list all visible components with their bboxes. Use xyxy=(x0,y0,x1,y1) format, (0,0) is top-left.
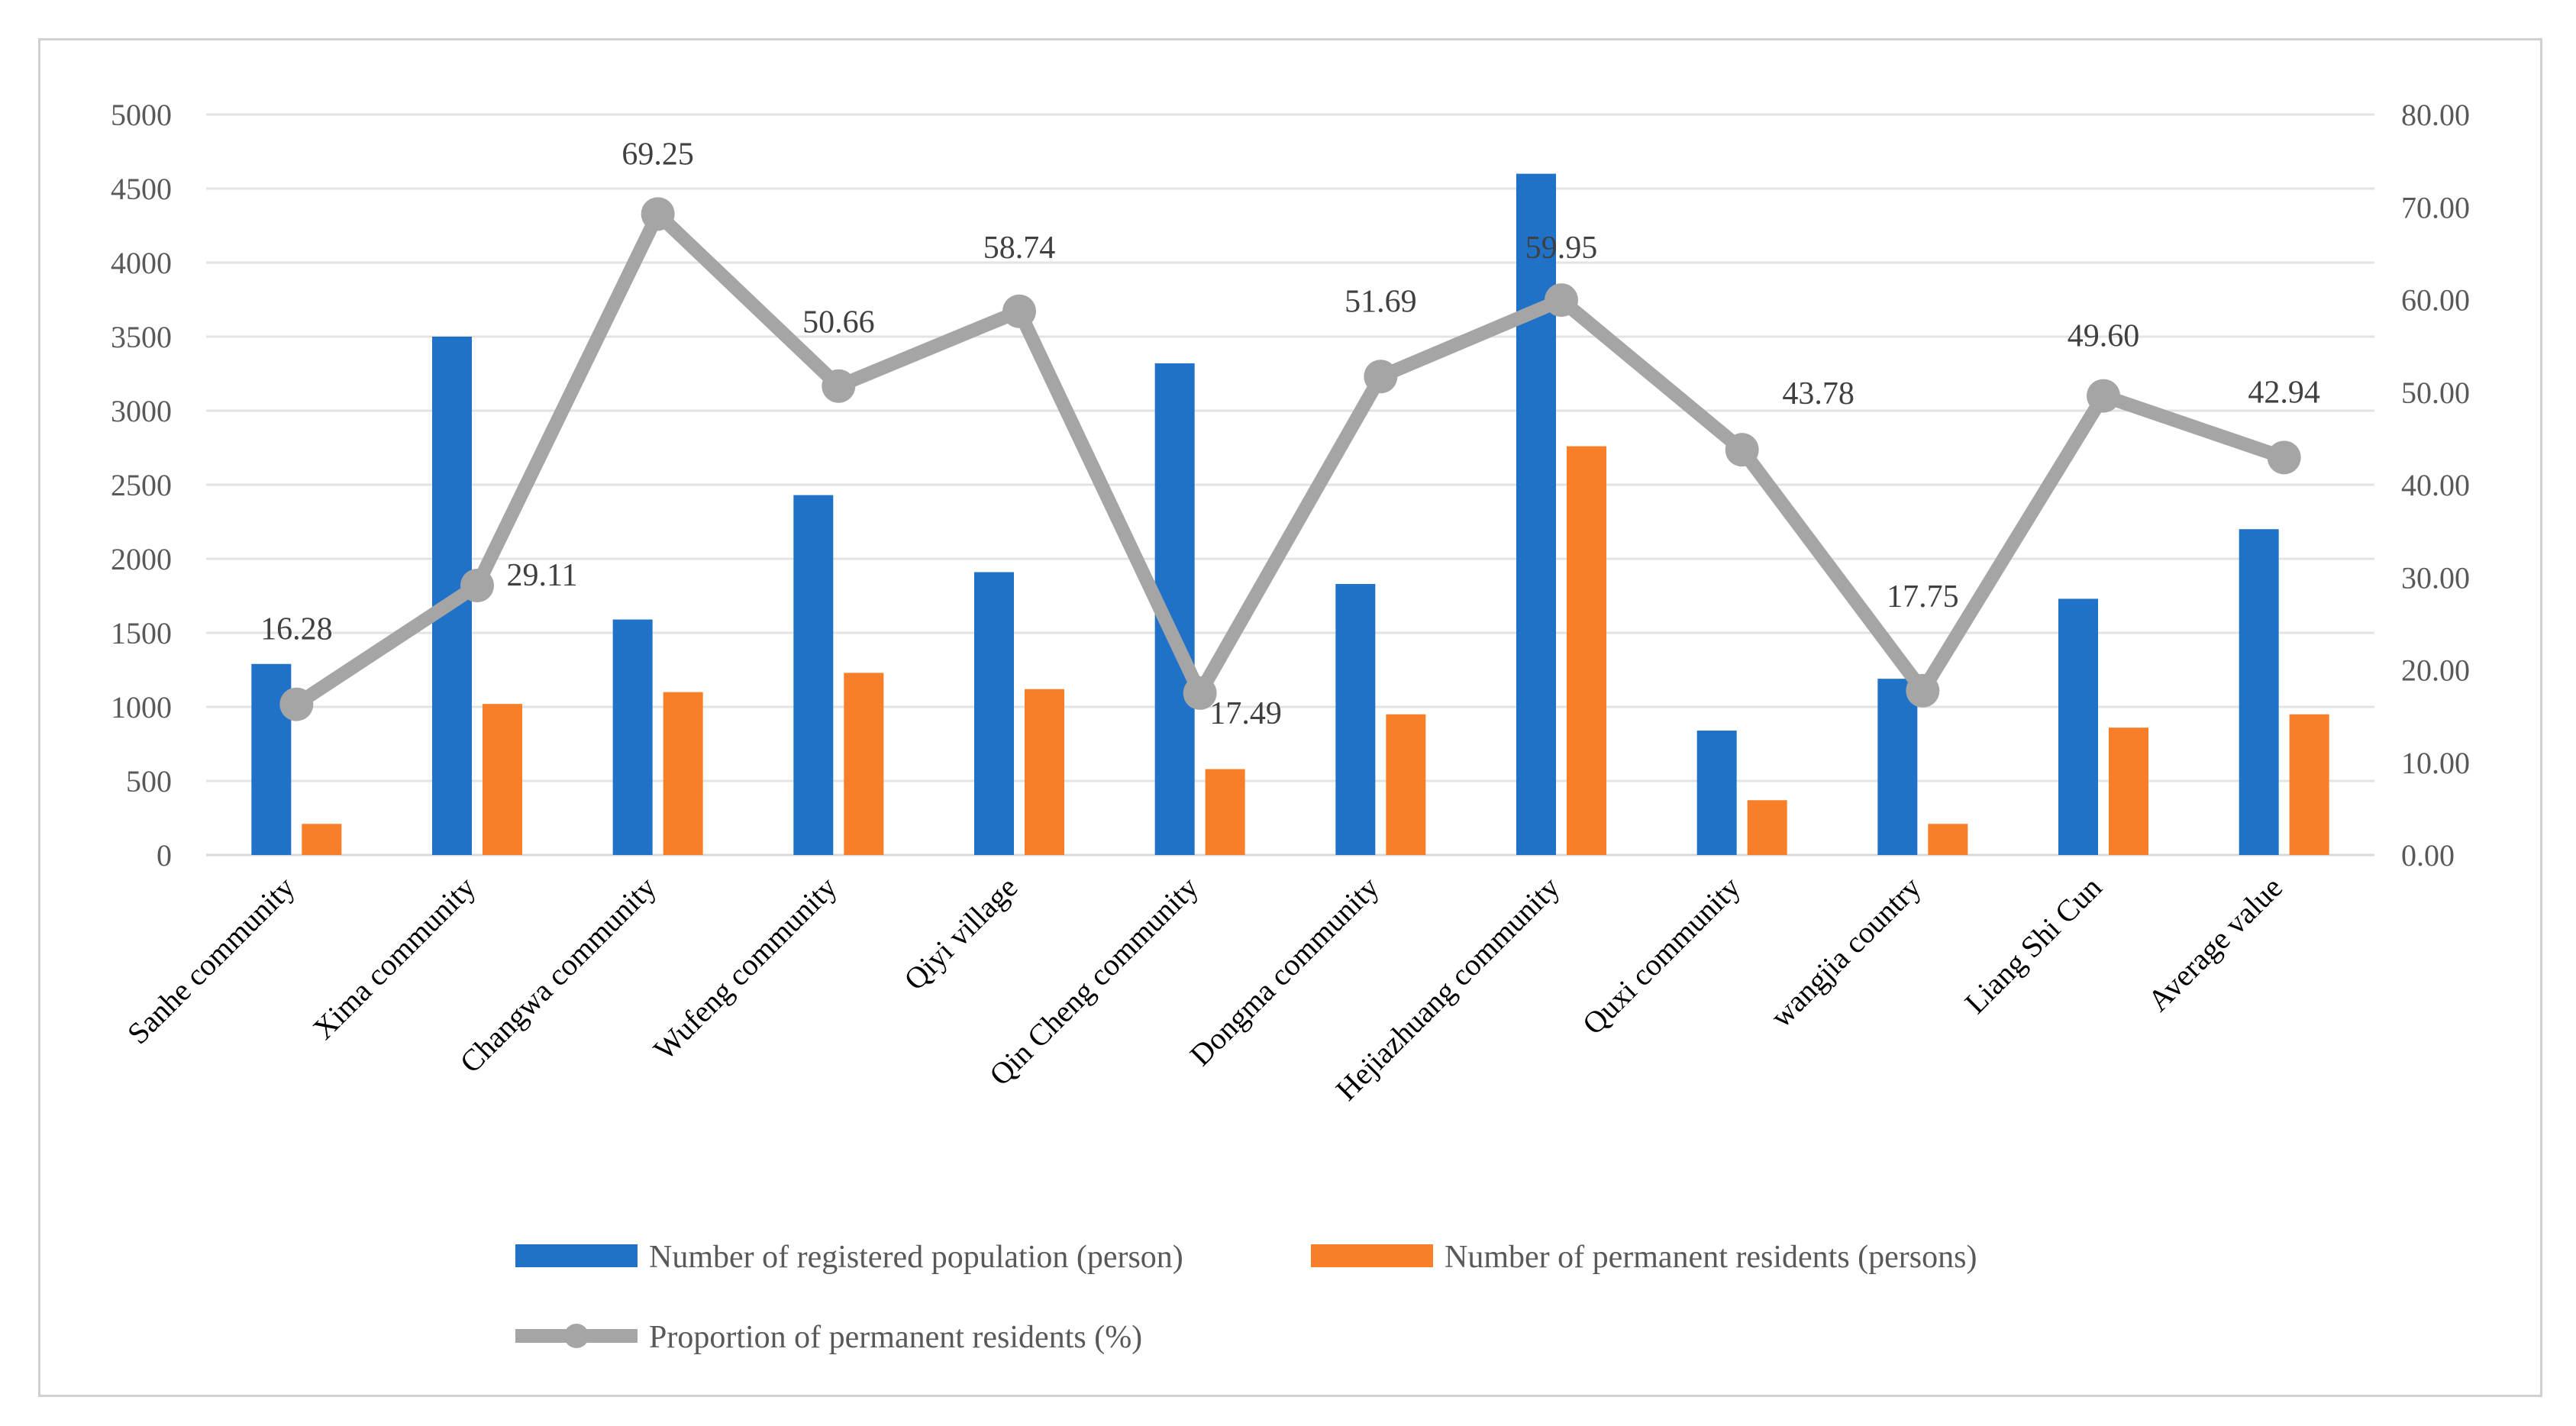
category-label-xima-community: Xima community xyxy=(306,870,483,1047)
bar-permanent-changwa-community xyxy=(663,692,703,855)
category-label-liang-shi-cun: Liang Shi Cun xyxy=(1958,870,2109,1021)
data-label-wufeng-community: 50.66 xyxy=(802,305,875,340)
proportion-marker-sanhe-community xyxy=(279,687,314,721)
bar-registered-dongma-community xyxy=(1335,583,1376,855)
data-labels: 16.28 29.11 69.25 50.66 58.74 17.49 51.69 59.95… xyxy=(260,137,2320,731)
bar-registered-quxi-community xyxy=(1696,731,1737,855)
legend-swatch-permanent xyxy=(1311,1244,1433,1267)
left-tick-label: 5000 xyxy=(111,98,172,132)
bars xyxy=(251,173,2329,856)
right-tick-label: 20.00 xyxy=(2401,653,2470,688)
left-tick-label: 500 xyxy=(126,764,172,798)
proportion-marker-xima-community xyxy=(460,569,494,603)
proportion-marker-dongma-community xyxy=(1364,360,1398,394)
bar-permanent-wufeng-community xyxy=(844,673,884,855)
left-tick-label: 1000 xyxy=(111,690,172,724)
right-axis: 0.00 10.00 20.00 30.00 40.00 50.00 60.00 70.00 8… xyxy=(2401,98,2470,873)
left-tick-label: 2500 xyxy=(111,468,172,502)
right-tick-label: 70.00 xyxy=(2401,190,2470,224)
data-label-hejiazhuang-community: 59.95 xyxy=(1525,231,1598,266)
category-label-qin-cheng-community: Qin Cheng community xyxy=(983,870,1205,1092)
left-tick-label: 4000 xyxy=(111,246,172,280)
bar-permanent-wangjia-country xyxy=(1928,824,1968,855)
right-tick-label: 80.00 xyxy=(2401,98,2470,132)
left-tick-label: 1500 xyxy=(111,616,172,650)
bar-registered-liang-shi-cun xyxy=(2058,598,2098,855)
legend: Number of registered population (person)… xyxy=(515,1240,1977,1355)
bar-permanent-xima-community xyxy=(483,704,522,855)
data-label-xima-community: 29.11 xyxy=(507,558,578,593)
category-label-average-value: Average value xyxy=(2141,870,2289,1018)
proportion-marker-hejiazhuang-community xyxy=(1545,283,1578,318)
right-tick-label: 50.00 xyxy=(2401,376,2470,410)
data-label-dongma-community: 51.69 xyxy=(1344,284,1417,319)
data-label-quxi-community: 43.78 xyxy=(1782,376,1855,411)
proportion-marker-liang-shi-cun xyxy=(2087,379,2120,413)
bar-registered-changwa-community xyxy=(612,619,653,855)
data-label-changwa-community: 69.25 xyxy=(621,137,694,172)
bar-registered-hejiazhuang-community xyxy=(1516,173,1556,856)
bar-permanent-sanhe-community xyxy=(302,824,342,855)
bar-permanent-dongma-community xyxy=(1386,714,1426,855)
bar-permanent-qin-cheng-community xyxy=(1205,769,1245,855)
data-label-wangjia-country: 17.75 xyxy=(1887,579,1959,615)
legend-label-registered: Number of registered population (person) xyxy=(649,1240,1183,1275)
bar-permanent-qiyi-village xyxy=(1025,689,1064,855)
left-tick-label: 2000 xyxy=(111,542,172,576)
category-label-wangjia-country: wangjia country xyxy=(1764,870,1928,1034)
right-tick-label: 30.00 xyxy=(2401,560,2470,595)
bar-permanent-liang-shi-cun xyxy=(2109,728,2148,855)
category-label-wufeng-community: Wufeng community xyxy=(647,870,844,1067)
right-tick-label: 40.00 xyxy=(2401,468,2470,502)
proportion-line xyxy=(279,197,2301,721)
proportion-marker-wufeng-community xyxy=(822,369,856,403)
category-label-changwa-community: Changwa community xyxy=(453,870,663,1080)
category-label-quxi-community: Quxi community xyxy=(1576,870,1747,1041)
proportion-marker-qiyi-village xyxy=(1002,294,1036,328)
proportion-marker-wangjia-country xyxy=(1906,673,1940,708)
data-label-average-value: 42.94 xyxy=(2248,375,2320,410)
bar-registered-wangjia-country xyxy=(1877,679,1918,855)
legend-swatch-registered xyxy=(515,1244,638,1267)
right-tick-label: 60.00 xyxy=(2401,283,2470,318)
category-label-dongma-community: Dongma community xyxy=(1183,870,1386,1073)
proportion-series-line xyxy=(289,207,2291,711)
proportion-marker-average-value xyxy=(2267,440,2301,475)
legend-label-proportion: Proportion of permanent residents (%) xyxy=(649,1320,1142,1355)
bar-registered-average-value xyxy=(2239,529,2279,855)
data-label-liang-shi-cun: 49.60 xyxy=(2068,319,2140,354)
proportion-marker-changwa-community xyxy=(641,197,675,231)
bar-registered-wufeng-community xyxy=(793,495,834,855)
chart-frame xyxy=(38,38,2542,1397)
proportion-marker-quxi-community xyxy=(1725,433,1759,467)
left-axis: 0 500 1000 1500 2000 2500 3000 3500 4000 4500 5000 xyxy=(111,98,172,873)
gridlines xyxy=(206,113,2374,857)
left-tick-label: 4500 xyxy=(111,172,172,206)
left-tick-label: 0 xyxy=(157,838,172,873)
bar-permanent-average-value xyxy=(2289,714,2329,855)
data-label-sanhe-community: 16.28 xyxy=(260,612,333,647)
data-label-qiyi-village: 58.74 xyxy=(983,231,1056,266)
category-label-qiyi-village: Qiyi village xyxy=(897,870,1024,997)
bar-registered-qiyi-village xyxy=(974,572,1014,855)
bar-permanent-quxi-community xyxy=(1747,800,1787,855)
right-tick-label: 10.00 xyxy=(2401,746,2470,780)
category-label-sanhe-community: Sanhe community xyxy=(121,870,302,1051)
legend-label-permanent: Number of permanent residents (persons) xyxy=(1445,1240,1977,1275)
data-label-qin-cheng-community: 17.49 xyxy=(1209,696,1282,731)
left-tick-label: 3500 xyxy=(111,320,172,354)
proportion-marker-qin-cheng-community xyxy=(1183,676,1217,710)
legend-swatch-proportion-marker xyxy=(564,1324,589,1348)
left-tick-label: 3000 xyxy=(111,394,172,428)
right-tick-label: 0.00 xyxy=(2401,838,2455,873)
bar-permanent-hejiazhuang-community xyxy=(1567,446,1606,855)
